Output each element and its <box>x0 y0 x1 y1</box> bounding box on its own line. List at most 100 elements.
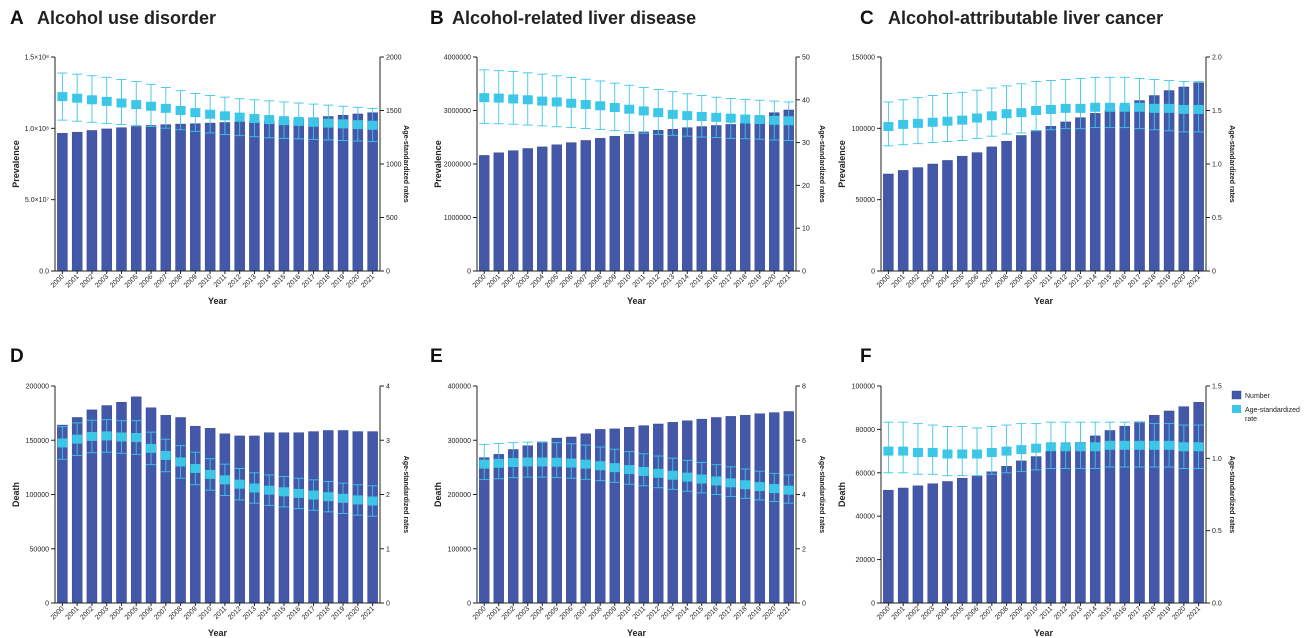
x-tick-label: 2019 <box>747 605 763 621</box>
bar <box>667 129 678 272</box>
panel-b: B Alcohol-related liver disease 0 1000000 20… <box>430 8 825 306</box>
rate-point <box>1134 440 1145 450</box>
y-tick-label: 100000 <box>448 546 471 553</box>
x-tick-label: 2005 <box>544 605 560 621</box>
x-tick-label: 2015 <box>271 273 287 289</box>
bar <box>912 485 924 604</box>
bar <box>537 146 548 272</box>
y-axis-title: Death <box>837 482 847 507</box>
rate-point <box>1193 442 1204 452</box>
x-tick-label: 2012 <box>227 273 243 289</box>
x-tick-label: 2015 <box>689 605 705 621</box>
rate-point <box>1178 442 1189 452</box>
panel-title: Alcohol-attributable liver cancer <box>888 8 1163 28</box>
rate-point <box>927 117 938 127</box>
rate-point <box>101 96 112 106</box>
bar <box>609 135 620 272</box>
panel-letter: F <box>860 346 872 367</box>
x-tick-label: 2013 <box>660 605 676 621</box>
rate-point <box>219 111 230 121</box>
rate-point <box>1075 442 1086 452</box>
bar <box>1001 140 1012 272</box>
bar <box>86 130 98 272</box>
rate-point <box>1119 440 1130 450</box>
rate-point <box>653 108 664 118</box>
rate-point <box>725 113 736 123</box>
bar <box>883 173 894 272</box>
x-tick-label: 2021 <box>1186 273 1202 289</box>
bar <box>293 432 304 604</box>
x-tick-label: 2011 <box>632 605 648 621</box>
bar <box>204 122 216 272</box>
rate-point <box>986 448 997 458</box>
bar <box>145 125 157 272</box>
bar <box>71 131 83 272</box>
x-tick-label: 2011 <box>213 273 229 289</box>
rate-point <box>160 103 171 113</box>
bar <box>783 411 794 604</box>
x-tick-label: 2009 <box>602 273 618 289</box>
y2-tick-label: 0.5 <box>1212 215 1222 222</box>
x-tick-label: 2009 <box>183 273 199 289</box>
y-tick-label: 100000 <box>26 492 49 499</box>
bar <box>740 123 751 272</box>
bar <box>522 148 533 272</box>
rate-point <box>537 96 548 106</box>
rate-point <box>1045 104 1056 114</box>
y2-tick-label: 10 <box>802 226 810 233</box>
rate-point <box>667 109 678 119</box>
rate-point <box>479 459 490 469</box>
x-tick-label: 2005 <box>950 273 966 289</box>
bar <box>711 417 722 604</box>
x-tick-label: 2013 <box>242 273 258 289</box>
x-tick-label: 2002 <box>905 605 921 621</box>
bar <box>308 431 319 604</box>
y2-axis-title: Age-standardized rates <box>1228 456 1235 534</box>
y2-tick-label: 2 <box>802 546 806 553</box>
y2-tick-label: 3 <box>386 438 390 445</box>
y2-tick-label: 2.0 <box>1212 55 1222 62</box>
rate-point <box>769 115 780 125</box>
bar <box>883 489 894 604</box>
legend-rate-label-line2: rate <box>1245 416 1257 423</box>
rate-point <box>957 449 968 459</box>
y-tick-label: 50000 <box>30 546 50 553</box>
rate-point <box>293 116 304 126</box>
y2-tick-label: 4 <box>802 492 806 499</box>
rate-point <box>508 457 519 467</box>
rate-point <box>1119 102 1130 112</box>
bar <box>1016 460 1027 604</box>
rate-point <box>205 469 216 479</box>
rate-point <box>537 457 548 467</box>
rate-point <box>1090 442 1101 452</box>
y2-tick-label: 1000 <box>386 162 402 169</box>
bar <box>740 415 751 604</box>
y2-tick-label: 20 <box>802 183 810 190</box>
legend-rate-label-line1: Age-standardized <box>1245 407 1300 414</box>
y2-tick-label: 1.5 <box>1212 108 1222 115</box>
y-tick-label: 150000 <box>26 438 49 445</box>
y-tick-label: 1.5×10⁸ <box>24 55 49 62</box>
rate-point <box>624 465 635 475</box>
x-tick-label: 2021 <box>776 605 792 621</box>
x-tick-label: 2014 <box>675 273 691 289</box>
x-tick-label: 2016 <box>286 605 302 621</box>
rate-point <box>769 484 780 494</box>
bar <box>1030 130 1042 272</box>
y2-tick-label: 0 <box>802 269 806 276</box>
x-tick-label: 2003 <box>515 605 531 621</box>
x-tick-label: 2002 <box>501 273 517 289</box>
y-axis-title: Prevalence <box>11 140 21 188</box>
rate-point <box>522 95 533 105</box>
y2-tick-label: 500 <box>386 215 398 222</box>
rate-point <box>580 459 591 469</box>
bar <box>1075 117 1086 272</box>
y2-tick-label: 8 <box>802 384 806 391</box>
x-tick-label: 2006 <box>559 605 575 621</box>
rate-point <box>972 113 983 123</box>
rate-point <box>493 93 504 103</box>
bar <box>175 123 186 272</box>
x-tick-label: 2015 <box>689 273 705 289</box>
bar <box>249 121 260 272</box>
